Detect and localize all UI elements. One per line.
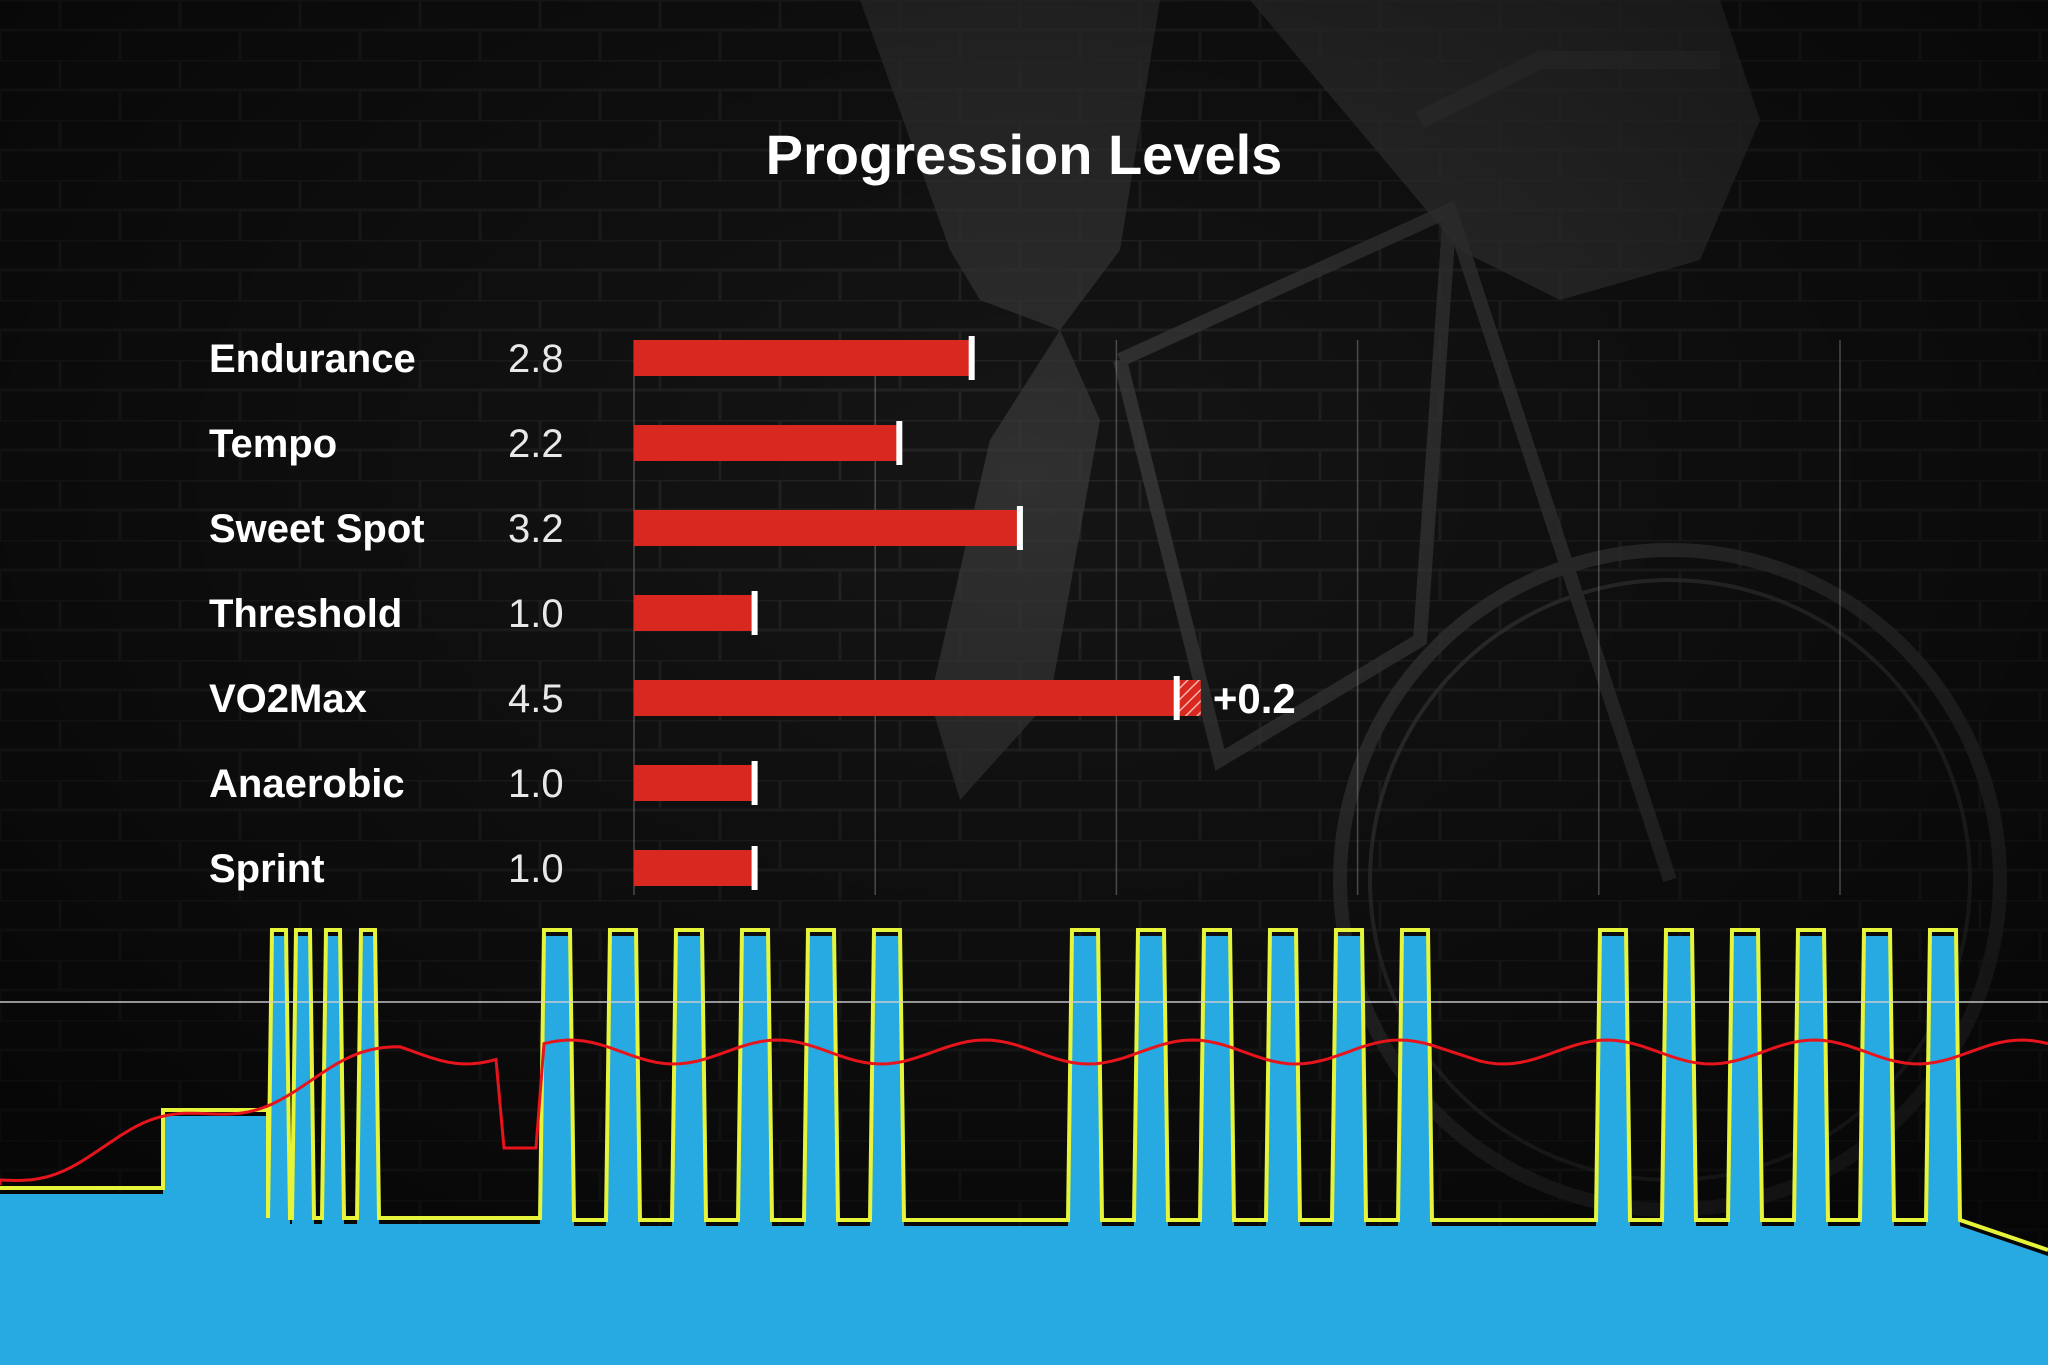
value-label: 2.2 bbox=[508, 422, 564, 466]
increase-label: +0.2 bbox=[1213, 675, 1296, 722]
value-label: 3.2 bbox=[508, 507, 564, 551]
category-label: Anaerobic bbox=[209, 762, 405, 806]
category-label: VO2Max bbox=[209, 677, 367, 721]
category-label: Sweet Spot bbox=[209, 507, 425, 551]
gridlines bbox=[633, 340, 1841, 895]
workout-graph bbox=[0, 928, 2048, 1365]
level-marker bbox=[751, 846, 758, 890]
value-label: 1.0 bbox=[508, 592, 564, 636]
power-area bbox=[0, 936, 2048, 1365]
level-marker bbox=[968, 336, 975, 380]
level-marker bbox=[1016, 506, 1023, 550]
bar bbox=[634, 595, 755, 631]
progression-bars: Endurance 2.8 Tempo 2.2 Sweet Spot 3.2 Thresho… bbox=[209, 336, 1296, 891]
level-marker bbox=[751, 761, 758, 805]
level-marker bbox=[1173, 676, 1180, 720]
bar bbox=[634, 340, 972, 376]
category-label: Threshold bbox=[209, 592, 402, 636]
bar bbox=[634, 680, 1177, 716]
bar-row: Endurance 2.8 bbox=[209, 336, 975, 381]
category-label: Endurance bbox=[209, 337, 416, 381]
bar bbox=[634, 765, 755, 801]
bar bbox=[634, 850, 755, 886]
bar bbox=[634, 510, 1020, 546]
heart-rate-line bbox=[0, 1038, 2048, 1185]
bar-row: Sprint 1.0 bbox=[209, 846, 758, 891]
chart-title: Progression Levels bbox=[766, 123, 1283, 186]
bar-row: Tempo 2.2 bbox=[209, 421, 903, 466]
value-label: 4.5 bbox=[508, 677, 564, 721]
bar-row: Threshold 1.0 bbox=[209, 591, 758, 636]
bar-row: Sweet Spot 3.2 bbox=[209, 506, 1023, 551]
value-label: 1.0 bbox=[508, 762, 564, 806]
bar-row: VO2Max 4.5 +0.2 bbox=[209, 675, 1296, 722]
level-marker bbox=[896, 421, 903, 465]
bar-row: Anaerobic 1.0 bbox=[209, 761, 758, 806]
value-label: 1.0 bbox=[508, 847, 564, 891]
level-marker bbox=[751, 591, 758, 635]
value-label: 2.8 bbox=[508, 337, 564, 381]
increase-segment bbox=[1176, 680, 1201, 716]
target-power-line bbox=[0, 928, 2048, 1252]
category-label: Tempo bbox=[209, 422, 337, 466]
category-label: Sprint bbox=[209, 847, 325, 891]
bar bbox=[634, 425, 900, 461]
